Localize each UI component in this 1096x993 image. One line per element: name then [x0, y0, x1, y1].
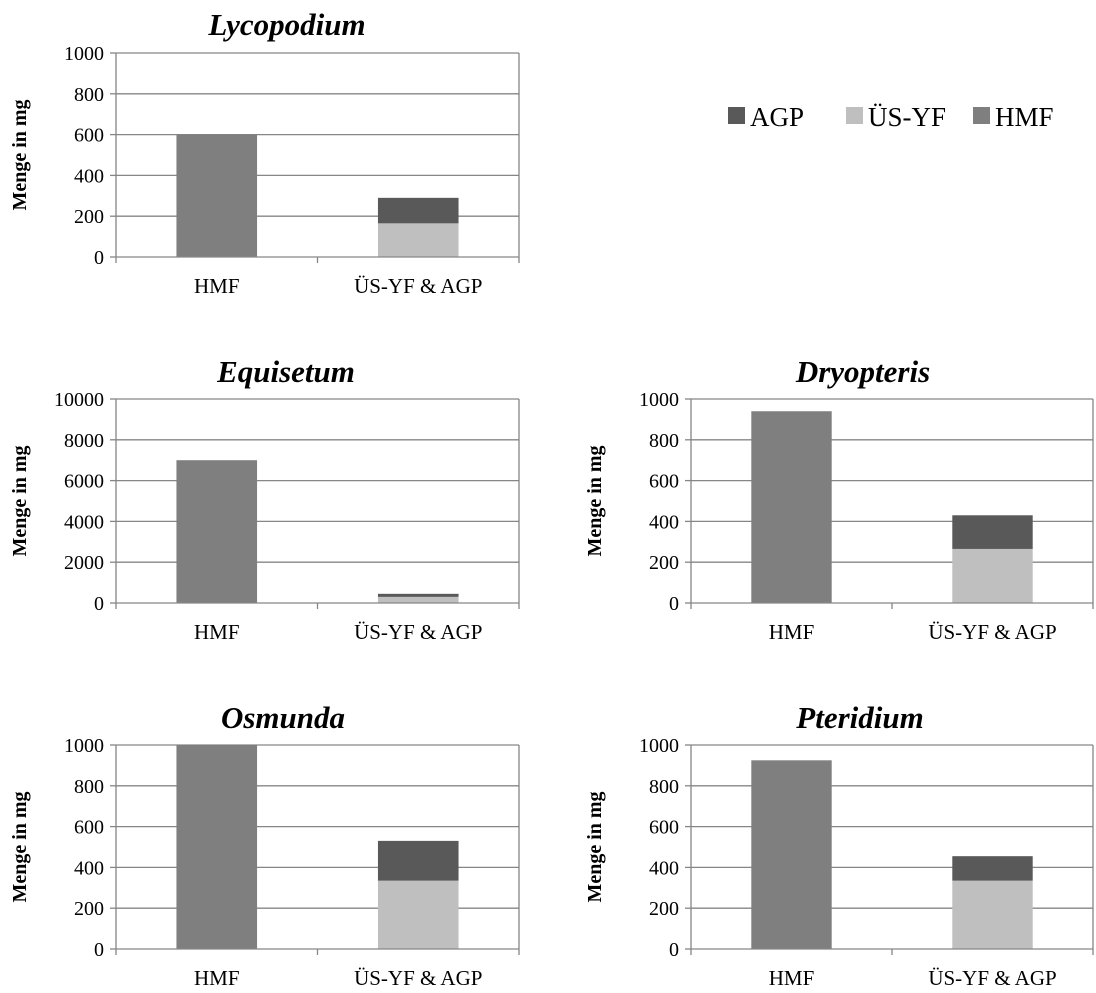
y-tick-label: 200 [74, 206, 104, 228]
legend-label-us-yf: ÜS-YF [868, 102, 946, 132]
y-axis-label: Menge in mg [9, 791, 31, 902]
y-tick-label: 0 [669, 939, 679, 961]
bar-us-yf-us-yf-agp [952, 548, 1033, 603]
y-tick-label: 600 [74, 125, 104, 147]
chart-equisetum: Equisetum 0 2000 4000 6000 8000 10000 HMF ÜS-YF … [9, 354, 520, 644]
y-tick-label: 600 [649, 471, 679, 493]
chart-title: Lycopodium [207, 7, 365, 42]
bar-hmf-hmf [176, 134, 258, 257]
y-tick-label: 800 [649, 430, 679, 452]
y-tick-label: 1000 [64, 735, 104, 757]
y-tick-label: 200 [649, 898, 679, 920]
bar-agp-us-yf-agp [377, 197, 459, 224]
y-tick-label: 4000 [64, 511, 104, 533]
x-tick-label: HMF [194, 274, 240, 298]
y-tick-label: 800 [74, 84, 104, 106]
y-tick-label: 800 [74, 776, 104, 798]
y-axis-label: Menge in mg [9, 445, 31, 556]
chart-pteridium: Pteridium 0 200 400 600 800 1000 HMF ÜS-YF & AGP… [584, 700, 1094, 990]
legend-label-agp: AGP [750, 102, 804, 132]
x-tick-label: ÜS-YF & AGP [354, 274, 482, 298]
bar-hmf-hmf [751, 411, 832, 603]
y-tick-label: 10000 [54, 389, 104, 411]
bar-agp-us-yf-agp [377, 840, 459, 881]
y-tick-label: 2000 [64, 552, 104, 574]
x-tick-label: ÜS-YF & AGP [928, 620, 1056, 644]
x-tick-label: HMF [769, 620, 815, 644]
bar-hmf-hmf [176, 745, 258, 949]
x-tick-label: HMF [194, 620, 240, 644]
legend-swatch-hmf [973, 107, 990, 124]
y-axis-label: Menge in mg [584, 445, 606, 556]
y-tick-label: 0 [94, 247, 104, 269]
x-tick-label: ÜS-YF & AGP [354, 620, 482, 644]
chart-title: Osmunda [221, 700, 345, 735]
bar-agp-us-yf-agp [952, 856, 1033, 881]
y-tick-label: 400 [649, 857, 679, 879]
y-tick-label: 0 [669, 593, 679, 615]
chart-lycopodium: Lycopodium 0 200 400 600 800 1000 HMF ÜS-YF & AG… [9, 7, 520, 298]
y-tick-label: 400 [74, 165, 104, 187]
y-tick-label: 400 [649, 511, 679, 533]
chart-title: Dryopteris [795, 354, 930, 389]
y-tick-label: 0 [94, 593, 104, 615]
bar-hmf-hmf [176, 460, 258, 603]
bar-us-yf-us-yf-agp [952, 880, 1033, 949]
chart-title: Pteridium [795, 700, 923, 735]
bar-agp-us-yf-agp [952, 515, 1033, 549]
y-tick-label: 0 [94, 939, 104, 961]
y-tick-label: 400 [74, 857, 104, 879]
y-tick-label: 1000 [639, 735, 679, 757]
y-tick-label: 200 [649, 552, 679, 574]
x-tick-label: HMF [194, 966, 240, 990]
chart-title: Equisetum [216, 354, 355, 389]
legend-swatch-us-yf [846, 107, 863, 124]
y-axis-label: Menge in mg [584, 791, 606, 902]
bar-us-yf-us-yf-agp [377, 596, 459, 603]
bar-agp-us-yf-agp [377, 593, 459, 597]
y-tick-label: 200 [74, 898, 104, 920]
y-tick-label: 6000 [64, 471, 104, 493]
x-tick-label: ÜS-YF & AGP [354, 966, 482, 990]
chart-dryopteris: Dryopteris 0 200 400 600 800 1000 HMF ÜS-YF & AG… [584, 354, 1094, 644]
bar-us-yf-us-yf-agp [377, 223, 459, 257]
y-tick-label: 600 [74, 817, 104, 839]
x-tick-label: ÜS-YF & AGP [928, 966, 1056, 990]
y-tick-label: 8000 [64, 430, 104, 452]
bar-us-yf-us-yf-agp [377, 880, 459, 949]
y-tick-label: 600 [649, 817, 679, 839]
y-tick-label: 1000 [64, 43, 104, 65]
y-tick-label: 1000 [639, 389, 679, 411]
legend-swatch-agp [728, 107, 745, 124]
legend: AGP ÜS-YF HMF [728, 102, 1054, 132]
legend-label-hmf: HMF [995, 102, 1054, 132]
x-tick-label: HMF [769, 966, 815, 990]
y-axis-label: Menge in mg [9, 99, 31, 210]
chart-osmunda: Osmunda 0 200 400 600 800 1000 HMF ÜS-YF & AGP Me… [9, 700, 520, 990]
bar-hmf-hmf [751, 760, 832, 949]
y-tick-label: 800 [649, 776, 679, 798]
